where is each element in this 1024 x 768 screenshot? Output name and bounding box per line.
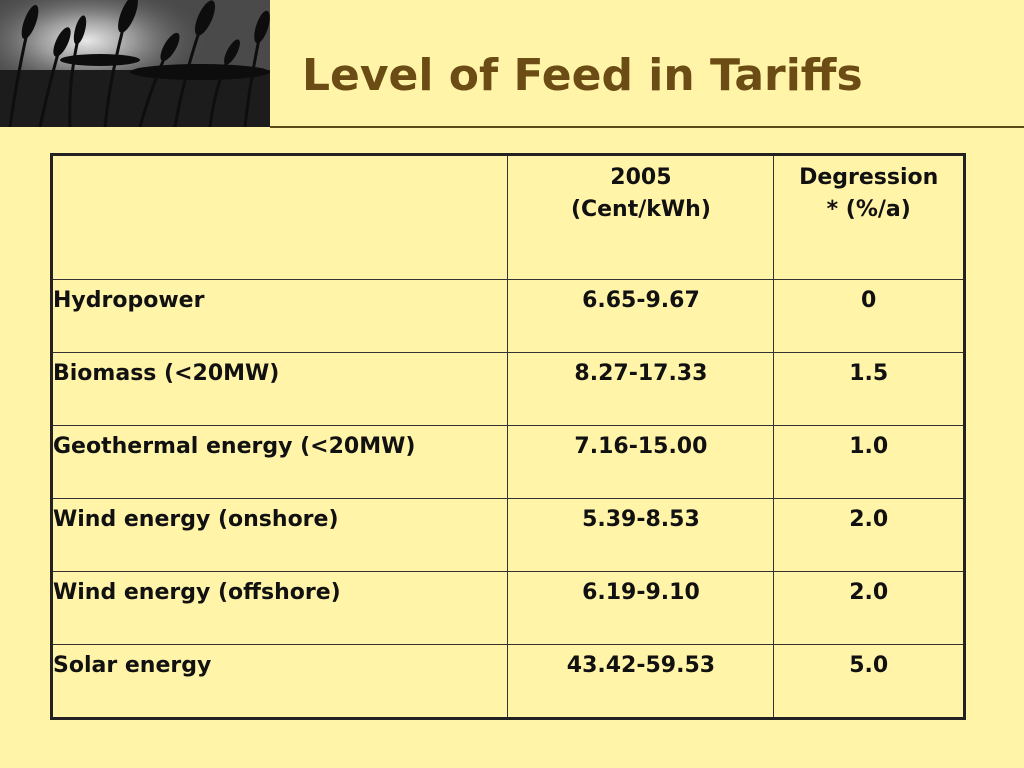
row-price: 8.27-17.33	[507, 352, 775, 426]
header-label-cell	[50, 154, 509, 280]
row-price: 6.65-9.67	[507, 279, 775, 353]
header-degression-cell: Degression * (%/a)	[773, 154, 965, 280]
row-label: Solar energy	[50, 644, 509, 719]
header-price-cell: 2005 (Cent/kWh)	[507, 154, 775, 280]
row-degression: 1.5	[773, 352, 965, 426]
row-label: Hydropower	[50, 279, 509, 353]
table-header-row: 2005 (Cent/kWh) Degression * (%/a)	[50, 154, 965, 280]
table-row: Wind energy (offshore) 6.19-9.10 2.0	[50, 571, 965, 645]
row-label: Biomass (<20MW)	[50, 352, 509, 426]
header-price-year: 2005	[610, 165, 672, 190]
row-degression: 0	[773, 279, 965, 353]
row-price: 6.19-9.10	[507, 571, 775, 645]
table-row: Hydropower 6.65-9.67 0	[50, 279, 965, 353]
row-label: Wind energy (onshore)	[50, 498, 509, 572]
row-price: 5.39-8.53	[507, 498, 775, 572]
slide-title: Level of Feed in Tariffs	[302, 50, 863, 101]
wheat-field-photo	[0, 0, 270, 127]
feed-in-tariff-table: 2005 (Cent/kWh) Degression * (%/a) Hydro…	[50, 153, 966, 720]
header-degression-title: Degression	[799, 165, 939, 190]
row-degression: 2.0	[773, 498, 965, 572]
table-row: Wind energy (onshore) 5.39-8.53 2.0	[50, 498, 965, 572]
row-degression: 1.0	[773, 425, 965, 499]
table-row: Solar energy 43.42-59.53 5.0	[50, 644, 965, 719]
row-degression: 5.0	[773, 644, 965, 719]
row-degression: 2.0	[773, 571, 965, 645]
table-row: Biomass (<20MW) 8.27-17.33 1.5	[50, 352, 965, 426]
title-divider	[270, 126, 1024, 128]
row-label: Wind energy (offshore)	[50, 571, 509, 645]
row-price: 7.16-15.00	[507, 425, 775, 499]
row-label: Geothermal energy (<20MW)	[50, 425, 509, 499]
header-price-unit: (Cent/kWh)	[570, 197, 711, 222]
row-price: 43.42-59.53	[507, 644, 775, 719]
header-degression-unit: * (%/a)	[826, 197, 911, 222]
table-row: Geothermal energy (<20MW) 7.16-15.00 1.0	[50, 425, 965, 499]
